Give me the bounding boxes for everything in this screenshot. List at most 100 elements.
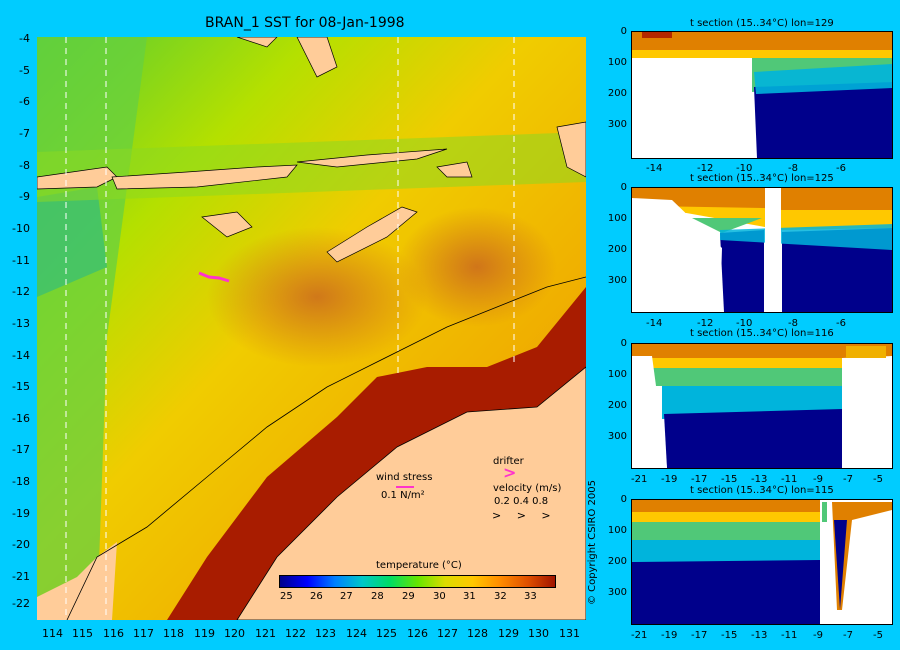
x-tick: -8 — [788, 163, 798, 174]
colorbar-title: temperature (°C) — [376, 560, 462, 571]
x-tick: -8 — [788, 318, 798, 329]
section-plot — [632, 344, 892, 468]
colorbar-ticks: 25 26 27 28 29 30 31 32 33 — [279, 592, 554, 604]
x-tick: 128 — [467, 627, 488, 640]
section-x-ticks: -21 -19 -17 -15 -13 -11 -9 -7 -5 — [631, 475, 891, 487]
section-panel — [631, 499, 893, 625]
x-tick: -14 — [646, 318, 663, 329]
isobath-line — [66, 276, 587, 621]
x-tick: 120 — [224, 627, 245, 640]
section-panel — [631, 343, 893, 469]
x-tick: -12 — [697, 318, 714, 329]
section-title: t section (15..34°C) lon=129 — [690, 18, 834, 29]
y-tick: -15 — [12, 380, 30, 393]
y-tick: 0 — [620, 494, 627, 505]
colorbar-tick: 26 — [310, 591, 323, 602]
section-plot — [632, 32, 892, 158]
x-tick: -10 — [736, 163, 753, 174]
y-tick: -4 — [19, 32, 30, 45]
x-tick: 119 — [194, 627, 215, 640]
x-tick: -11 — [781, 474, 798, 485]
y-tick: 200 — [607, 400, 627, 411]
y-tick: 200 — [607, 88, 627, 99]
section-y-ticks: 0 100 200 300 — [603, 495, 629, 623]
section-y-ticks: 0 100 200 300 — [603, 339, 629, 467]
x-tick: -9 — [813, 474, 823, 485]
y-tick: -9 — [19, 190, 30, 203]
y-tick: 100 — [607, 213, 627, 224]
map-y-axis: -4 -5 -6 -7 -8 -9 -10 -11 -12 -13 -14 -1… — [0, 30, 36, 620]
section-title: t section (15..34°C) lon=116 — [690, 328, 834, 339]
x-tick: -15 — [721, 474, 738, 485]
drifter-label: drifter — [493, 456, 524, 467]
x-tick: -13 — [751, 630, 768, 641]
y-tick: -20 — [12, 538, 30, 551]
colorbar-tick: 28 — [371, 591, 384, 602]
y-tick: -5 — [19, 64, 30, 77]
y-tick: -13 — [12, 317, 30, 330]
x-tick: -14 — [646, 163, 663, 174]
sst-map — [36, 36, 587, 621]
x-tick: -21 — [631, 474, 648, 485]
x-tick: -12 — [697, 163, 714, 174]
y-tick: 300 — [607, 431, 627, 442]
y-tick: 100 — [607, 525, 627, 536]
y-tick: -8 — [19, 159, 30, 172]
map-x-axis: 114 115 116 117 118 119 120 121 122 123 … — [37, 628, 586, 642]
colorbar-tick: 30 — [433, 591, 446, 602]
colorbar-tick: 25 — [280, 591, 293, 602]
colorbar-tick: 32 — [494, 591, 507, 602]
x-tick: -5 — [873, 474, 883, 485]
y-tick: -7 — [19, 127, 30, 140]
sst-map-canvas — [36, 36, 587, 621]
x-tick: -15 — [721, 630, 738, 641]
section-x-ticks: -14 -12 -10 -8 -6 — [631, 164, 891, 176]
section-panel — [631, 31, 893, 159]
x-tick: -5 — [873, 630, 883, 641]
x-tick: 126 — [407, 627, 428, 640]
section-plot — [632, 188, 892, 312]
section-title: t section (15..34°C) lon=115 — [690, 485, 834, 496]
y-tick: 200 — [607, 556, 627, 567]
x-tick: 122 — [285, 627, 306, 640]
x-tick: -9 — [813, 630, 823, 641]
drifter-arrow-icon: > — [503, 463, 517, 482]
y-tick: 300 — [607, 587, 627, 598]
x-tick: -11 — [781, 630, 798, 641]
colorbar — [279, 575, 556, 588]
copyright-text: © Copyright CSIRO 2005 — [587, 480, 598, 605]
y-tick: -11 — [12, 254, 30, 267]
section-title: t section (15..34°C) lon=125 — [690, 173, 834, 184]
x-tick: 114 — [42, 627, 63, 640]
x-tick: 127 — [437, 627, 458, 640]
colorbar-tick: 27 — [340, 591, 353, 602]
y-tick: 0 — [620, 338, 627, 349]
x-tick: -17 — [691, 630, 708, 641]
x-tick: 131 — [559, 627, 580, 640]
section-y-ticks: 0 100 200 300 — [603, 183, 629, 311]
y-tick: -16 — [12, 412, 30, 425]
colorbar-tick: 33 — [524, 591, 537, 602]
x-tick: -19 — [661, 474, 678, 485]
section-lines — [65, 37, 515, 620]
x-tick: -13 — [751, 474, 768, 485]
section-plot — [632, 500, 892, 624]
x-tick: 124 — [346, 627, 367, 640]
x-tick: -7 — [843, 474, 853, 485]
x-tick: 116 — [103, 627, 124, 640]
x-tick: 130 — [528, 627, 549, 640]
wind-stress-arrow-icon — [396, 486, 414, 488]
x-tick: -7 — [843, 630, 853, 641]
y-tick: -19 — [12, 507, 30, 520]
wind-stress-label: wind stress — [376, 472, 433, 483]
x-tick: 118 — [163, 627, 184, 640]
y-tick: 0 — [620, 26, 627, 37]
indonesian-islands — [36, 36, 587, 263]
y-tick: 100 — [607, 369, 627, 380]
wind-stress-value: 0.1 N/m² — [381, 490, 425, 501]
map-title: BRAN_1 SST for 08-Jan-1998 — [205, 15, 405, 31]
velocity-values: 0.2 0.4 0.8 — [494, 496, 549, 507]
colorbar-tick: 31 — [463, 591, 476, 602]
velocity-label: velocity (m/s) — [493, 483, 562, 494]
section-x-ticks: -14 -12 -10 -8 -6 — [631, 319, 891, 331]
